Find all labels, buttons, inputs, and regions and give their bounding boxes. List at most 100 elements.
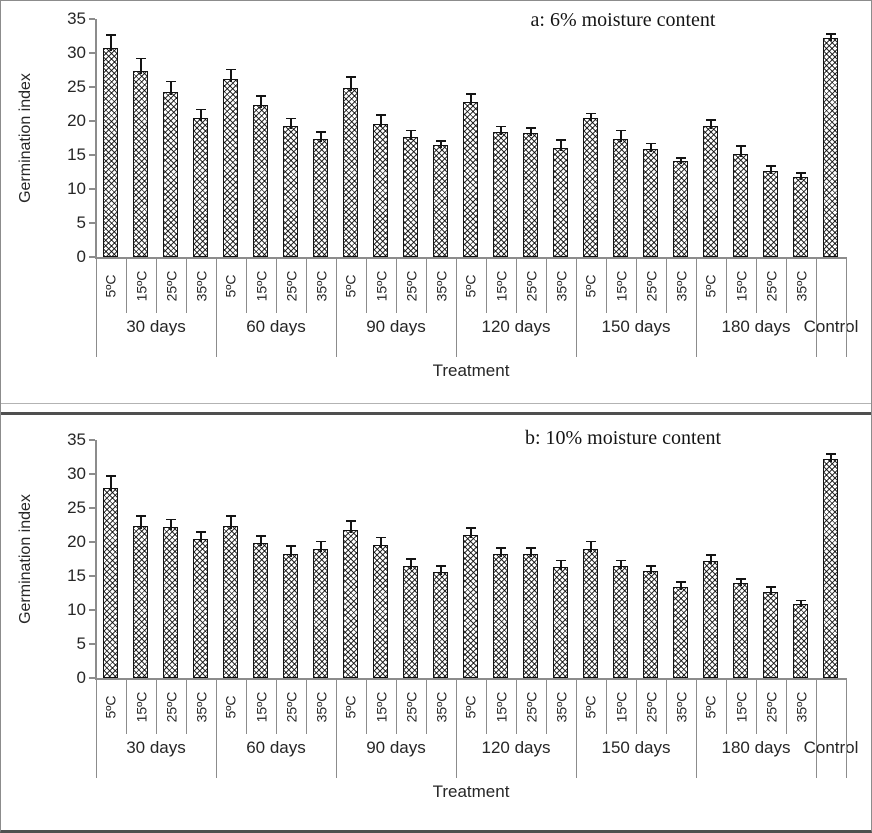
bar: [703, 561, 718, 678]
chart-title: b: 10% moisture content: [524, 427, 722, 449]
x-axis-line: [95, 257, 847, 259]
category-separator: [366, 678, 367, 734]
bar: [493, 554, 508, 678]
error-bar-cap: [676, 157, 686, 159]
category-label-text: 5ºC: [222, 274, 239, 298]
category-separator: [666, 257, 667, 313]
category-separator: [756, 678, 757, 734]
category-label: 35ºC: [786, 260, 816, 312]
bar: [343, 529, 358, 678]
category-separator: [246, 678, 247, 734]
error-bar-cap: [376, 536, 386, 539]
category-separator: [786, 678, 787, 734]
bar: [223, 78, 238, 257]
category-label-text: 5ºC: [102, 274, 119, 298]
error-bar-cap: [226, 515, 236, 518]
error-bar-line: [560, 139, 562, 151]
bar: [613, 139, 628, 257]
category-separator: [636, 257, 637, 313]
y-tick: [89, 52, 95, 54]
error-bar-line: [530, 127, 532, 137]
error-bar-line: [590, 540, 592, 552]
error-bar-line: [680, 157, 682, 165]
category-label-text: 15ºC: [733, 270, 750, 302]
group-separator: [576, 678, 577, 778]
error-bar-cap: [526, 127, 536, 129]
category-label-text: 35ºC: [793, 270, 810, 302]
bar: [403, 566, 418, 678]
plot-area: 0 5 10 15 20 25 30 35 5ºC 15ºC 25ºC 35ºC 30 days 5ºC 1…: [1, 1, 871, 403]
category-label: 25ºC: [516, 260, 546, 312]
error-bar-cap: [826, 33, 836, 35]
error-bar-line: [260, 535, 262, 547]
category-label-text: 35ºC: [193, 270, 210, 302]
y-tick: [89, 86, 95, 88]
category-label: 35ºC: [666, 681, 696, 733]
error-bar-cap: [826, 452, 836, 455]
error-bar-line: [530, 547, 532, 558]
error-bar-cap: [106, 475, 116, 477]
category-separator: [426, 257, 427, 313]
y-tick-label: 15: [67, 145, 86, 164]
error-bar-cap: [166, 80, 176, 83]
category-label: 35ºC: [186, 260, 216, 312]
group-label: 30 days: [126, 317, 186, 336]
y-tick: [89, 541, 95, 543]
bar: [313, 549, 328, 678]
error-bar-cap: [526, 547, 536, 550]
category-label-text: 5ºC: [702, 695, 719, 719]
category-label-text: 35ºC: [433, 270, 450, 302]
error-bar-line: [590, 112, 592, 122]
category-separator: [186, 257, 187, 313]
error-bar-line: [200, 531, 202, 542]
category-label: 15ºC: [486, 260, 516, 312]
category-label: 5ºC: [576, 260, 606, 312]
y-tick-label: 25: [67, 498, 86, 517]
category-label: 25ºC: [756, 681, 786, 733]
error-bar-cap: [736, 578, 746, 580]
group-label: 150 days: [601, 317, 671, 336]
category-separator: [516, 678, 517, 734]
category-label-text: 25ºC: [643, 691, 660, 723]
error-bar-cap: [586, 540, 596, 543]
category-label: 15ºC: [606, 681, 636, 733]
category-label-text: 35ºC: [553, 270, 570, 302]
error-bar-line: [710, 118, 712, 130]
error-bar-line: [620, 559, 622, 570]
error-bar-cap: [766, 165, 776, 167]
bar: [643, 148, 658, 257]
category-label-text: 25ºC: [403, 691, 420, 723]
error-bar-cap: [196, 531, 206, 533]
error-bar-line: [770, 586, 772, 596]
category-label-text: 15ºC: [733, 691, 750, 723]
group-label: 180 days: [721, 738, 791, 757]
chart-panel-b: b: 10% moisture content Germination inde…: [1, 415, 871, 830]
category-label: 25ºC: [156, 260, 186, 312]
error-bar-line: [110, 475, 112, 491]
category-label-text: 25ºC: [523, 691, 540, 723]
y-tick: [89, 18, 95, 20]
group-separator: [456, 257, 457, 357]
category-label: 15ºC: [366, 681, 396, 733]
bar: [793, 176, 808, 257]
category-label: 5ºC: [576, 681, 606, 733]
category-label: 35ºC: [546, 260, 576, 312]
bar: [433, 145, 448, 257]
error-bar-cap: [346, 520, 356, 522]
y-tick-label: 10: [67, 179, 86, 198]
category-label-text: 15ºC: [253, 270, 270, 302]
error-bar-line: [170, 518, 172, 531]
chart-title: a: 6% moisture content: [530, 9, 716, 31]
category-label: 25ºC: [756, 260, 786, 312]
category-label-text: 25ºC: [163, 691, 180, 723]
category-label: 35ºC: [786, 681, 816, 733]
group-separator: [576, 257, 577, 357]
group-label: 120 days: [481, 738, 551, 757]
error-bar-line: [470, 527, 472, 539]
category-separator: [246, 257, 247, 313]
bar: [103, 487, 118, 678]
category-separator: [756, 257, 757, 313]
error-bar-cap: [286, 545, 296, 547]
category-label-text: 5ºC: [342, 695, 359, 719]
y-tick-label: 15: [67, 566, 86, 585]
